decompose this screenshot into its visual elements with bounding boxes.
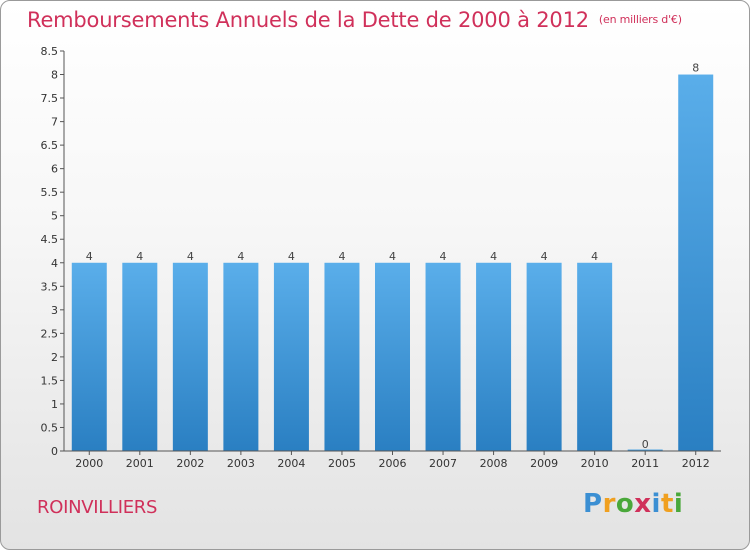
chart-title: Remboursements Annuels de la Dette de 20… [27,8,682,32]
bar-2003 [223,262,259,451]
data-label-2011: 0 [642,438,649,451]
x-tick-label: 2009 [530,457,558,470]
x-tick-label: 2011 [631,457,659,470]
bar-2005 [324,262,360,451]
y-tick-label: 0 [51,445,58,458]
logo-letter: t [660,489,674,519]
x-tick-label: 2001 [126,457,154,470]
y-tick-label: 5.5 [41,186,59,199]
bar-2009 [526,262,562,451]
x-tick-label: 2007 [429,457,457,470]
chart-title-text: Remboursements Annuels de la Dette de 20… [27,8,589,32]
bar-2001 [122,262,158,451]
y-tick-label: 1 [51,398,58,411]
bar-2004 [273,262,309,451]
data-label-2005: 4 [338,250,345,263]
x-tick-label: 2004 [277,457,305,470]
data-label-2006: 4 [389,250,396,263]
logo-letter: o [615,489,635,519]
proxiti-logo[interactable]: Proxiti [583,489,683,519]
data-label-2010: 4 [591,250,598,263]
y-tick-label: 8.5 [41,45,59,58]
x-tick-label: 2003 [227,457,255,470]
data-label-2009: 4 [541,250,548,263]
data-label-2007: 4 [440,250,447,263]
x-tick-label: 2005 [328,457,356,470]
commune-name: ROINVILLIERS [37,497,158,518]
x-tick-label: 2006 [379,457,407,470]
y-tick-label: 7 [51,116,58,129]
y-tick-label: 3.5 [41,280,59,293]
bar-2012 [678,74,714,451]
y-tick-label: 7.5 [41,92,59,105]
data-labels: 4 4 4 4 4 4 4 4 4 4 4 0 8 [86,62,699,451]
bar-2007 [425,262,461,451]
data-label-2002: 4 [187,250,194,263]
data-label-2001: 4 [136,250,143,263]
y-tick-label: 2 [51,351,58,364]
logo-letter: i [651,489,661,519]
data-label-2004: 4 [288,250,295,263]
y-tick-label: 6.5 [41,139,59,152]
logo-letter: i [673,489,684,519]
logo-letter: x [634,489,652,519]
y-axis: 0 0.5 1 1.5 2 2.5 3 3.5 4 4.5 5 5.5 6 6.5 7 7.5 8 8.5 [41,45,65,458]
bars [71,74,714,451]
bar-2006 [375,262,410,451]
data-label-2008: 4 [490,250,497,263]
bar-2008 [476,262,512,451]
x-tick-label: 2002 [176,457,204,470]
y-tick-label: 6 [51,163,58,176]
y-tick-label: 5 [51,210,58,223]
bar-2010 [577,262,613,451]
y-tick-label: 2.5 [41,327,59,340]
y-tick-label: 8 [51,69,58,82]
chart-unit: (en milliers d'€) [598,13,682,26]
y-tick-label: 3 [51,304,58,317]
x-tick-label: 2008 [480,457,508,470]
x-axis: 2000 2001 2002 2003 2004 2005 2006 2007 2008 2009… [64,450,721,470]
y-tick-label: 4 [51,257,58,270]
y-tick-label: 1.5 [41,374,59,387]
bar-2002 [172,262,208,451]
y-tick-label: 4.5 [41,233,59,246]
y-tick-label: 0.5 [41,421,59,434]
bar-2000 [71,262,107,451]
data-label-2000: 4 [86,250,93,263]
x-tick-label: 2012 [682,457,710,470]
x-tick-label: 2000 [75,457,103,470]
data-label-2012: 8 [692,62,699,75]
logo-letter: r [602,489,616,519]
bar-2011 [627,449,663,451]
logo-letter: P [583,489,603,519]
data-label-2003: 4 [237,250,244,263]
x-tick-label: 2010 [581,457,609,470]
